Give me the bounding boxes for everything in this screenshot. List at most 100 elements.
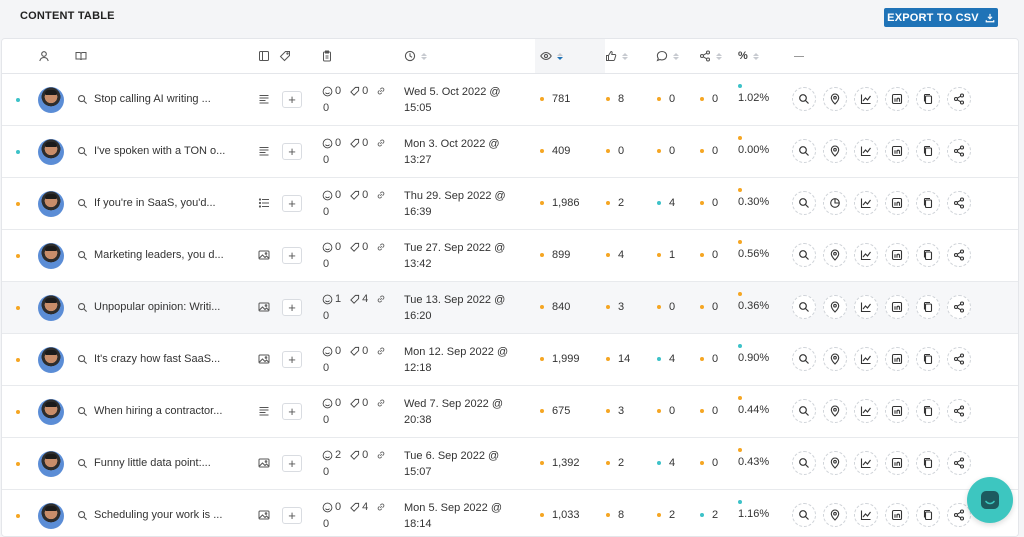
sort-toggle-likes[interactable] — [622, 52, 628, 60]
linkedin-action-button[interactable] — [885, 347, 909, 371]
linkedin-action-button[interactable] — [885, 243, 909, 267]
table-row[interactable]: I've spoken with a TON o... + 0 0 0 Mon … — [2, 126, 1018, 178]
search-action-button[interactable] — [792, 191, 816, 215]
share-action-button[interactable] — [947, 191, 971, 215]
sort-toggle-date[interactable] — [421, 52, 427, 60]
header-engagement-rate[interactable]: % — [738, 39, 759, 73]
linkedin-action-button[interactable] — [885, 399, 909, 423]
copy-action-button[interactable] — [916, 399, 940, 423]
add-tag-button[interactable]: + — [282, 143, 302, 160]
export-csv-button[interactable]: EXPORT TO CSV — [884, 8, 998, 27]
analytics-action-button[interactable] — [854, 87, 878, 111]
copy-action-button[interactable] — [916, 503, 940, 527]
header-views[interactable] — [535, 39, 605, 73]
share-action-button[interactable] — [947, 451, 971, 475]
search-action-button[interactable] — [792, 243, 816, 267]
analytics-action-button[interactable] — [854, 347, 878, 371]
location-action-button[interactable] — [823, 503, 847, 527]
post-preview[interactable]: It's crazy how fast SaaS... — [77, 353, 220, 365]
copy-action-button[interactable] — [916, 191, 940, 215]
location-action-button[interactable] — [823, 191, 847, 215]
add-tag-button[interactable]: + — [282, 91, 302, 108]
post-preview[interactable]: Stop calling AI writing ... — [77, 93, 211, 105]
linkedin-action-button[interactable] — [885, 87, 909, 111]
location-action-button[interactable] — [823, 87, 847, 111]
post-preview[interactable]: Unpopular opinion: Writi... — [77, 301, 220, 313]
copy-action-button[interactable] — [916, 139, 940, 163]
header-engagement[interactable] — [321, 39, 333, 73]
add-tag-button[interactable]: + — [282, 195, 302, 212]
table-row[interactable]: When hiring a contractor... + 0 0 0 Wed … — [2, 386, 1018, 438]
sort-toggle-comments[interactable] — [673, 52, 679, 60]
analytics-action-button[interactable] — [854, 295, 878, 319]
collapse-dash-icon[interactable] — [794, 55, 804, 57]
analytics-action-button[interactable] — [854, 399, 878, 423]
linkedin-action-button[interactable] — [885, 503, 909, 527]
post-preview[interactable]: When hiring a contractor... — [77, 405, 222, 417]
add-tag-button[interactable]: + — [282, 247, 302, 264]
header-post[interactable] — [75, 39, 87, 73]
add-tag-button[interactable]: + — [282, 455, 302, 472]
header-likes[interactable] — [605, 39, 628, 73]
chat-widget-button[interactable] — [967, 477, 1013, 523]
header-comments[interactable] — [656, 39, 679, 73]
header-shares[interactable] — [699, 39, 722, 73]
analytics-action-button[interactable] — [854, 503, 878, 527]
share-action-button[interactable] — [947, 87, 971, 111]
post-preview[interactable]: Funny little data point:... — [77, 457, 211, 469]
share-action-button[interactable] — [947, 139, 971, 163]
linkedin-action-button[interactable] — [885, 451, 909, 475]
header-author[interactable] — [38, 39, 50, 73]
search-action-button[interactable] — [792, 503, 816, 527]
header-format[interactable] — [258, 39, 291, 73]
copy-action-button[interactable] — [916, 451, 940, 475]
share-action-button[interactable] — [947, 399, 971, 423]
search-action-button[interactable] — [792, 451, 816, 475]
table-row[interactable]: It's crazy how fast SaaS... + 0 0 0 Mon … — [2, 334, 1018, 386]
analytics-action-button[interactable] — [854, 191, 878, 215]
location-action-button[interactable] — [823, 347, 847, 371]
table-row[interactable]: If you're in SaaS, you'd... + 0 0 0 Thu … — [2, 178, 1018, 230]
table-row[interactable]: Unpopular opinion: Writi... + 1 4 0 Tue … — [2, 282, 1018, 334]
analytics-action-button[interactable] — [854, 139, 878, 163]
location-action-button[interactable] — [823, 399, 847, 423]
header-date[interactable] — [404, 39, 427, 73]
sort-toggle-views[interactable] — [557, 52, 563, 60]
add-tag-button[interactable]: + — [282, 351, 302, 368]
analytics-action-button[interactable] — [854, 451, 878, 475]
copy-action-button[interactable] — [916, 243, 940, 267]
post-preview[interactable]: Scheduling your work is ... — [77, 509, 222, 521]
share-action-button[interactable] — [947, 243, 971, 267]
add-tag-button[interactable]: + — [282, 507, 302, 524]
search-action-button[interactable] — [792, 399, 816, 423]
location-action-button[interactable] — [823, 451, 847, 475]
linkedin-action-button[interactable] — [885, 295, 909, 319]
location-action-button[interactable] — [823, 139, 847, 163]
share-action-button[interactable] — [947, 503, 971, 527]
sort-toggle-percent[interactable] — [752, 52, 759, 60]
post-preview[interactable]: I've spoken with a TON o... — [77, 145, 225, 157]
analytics-action-button[interactable] — [854, 243, 878, 267]
share-action-button[interactable] — [947, 347, 971, 371]
search-action-button[interactable] — [792, 87, 816, 111]
copy-action-button[interactable] — [916, 347, 940, 371]
table-row[interactable]: Stop calling AI writing ... + 0 0 0 Wed … — [2, 74, 1018, 126]
copy-action-button[interactable] — [916, 87, 940, 111]
table-row[interactable]: Marketing leaders, you d... + 0 0 0 Tue … — [2, 230, 1018, 282]
copy-action-button[interactable] — [916, 295, 940, 319]
linkedin-action-button[interactable] — [885, 191, 909, 215]
add-tag-button[interactable]: + — [282, 403, 302, 420]
location-action-button[interactable] — [823, 243, 847, 267]
location-action-button[interactable] — [823, 295, 847, 319]
post-preview[interactable]: Marketing leaders, you d... — [77, 249, 224, 261]
search-action-button[interactable] — [792, 139, 816, 163]
linkedin-action-button[interactable] — [885, 139, 909, 163]
table-row[interactable]: Scheduling your work is ... + 0 4 0 Mon … — [2, 490, 1018, 536]
sort-toggle-shares[interactable] — [716, 52, 722, 60]
search-action-button[interactable] — [792, 295, 816, 319]
search-action-button[interactable] — [792, 347, 816, 371]
table-row[interactable]: Funny little data point:... + 2 0 0 Tue … — [2, 438, 1018, 490]
share-action-button[interactable] — [947, 295, 971, 319]
post-preview[interactable]: If you're in SaaS, you'd... — [77, 197, 216, 209]
add-tag-button[interactable]: + — [282, 299, 302, 316]
